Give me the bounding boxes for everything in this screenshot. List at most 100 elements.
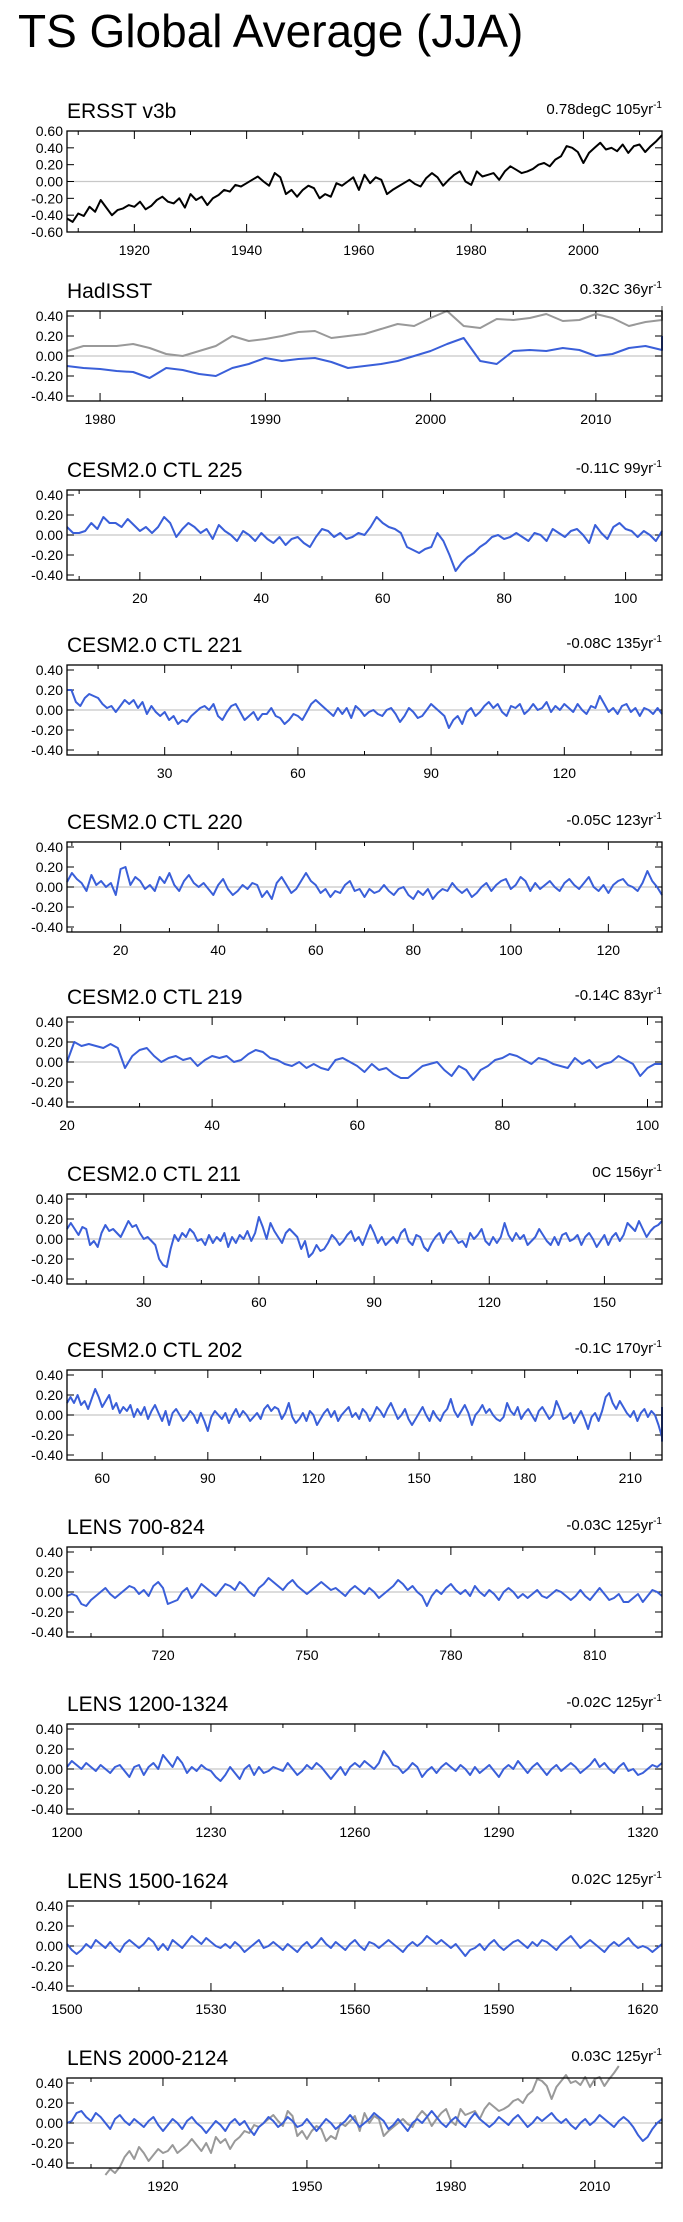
y-tick-label: -0.40 (31, 1624, 63, 1640)
y-tick-label: 0.60 (36, 123, 63, 139)
y-tick-label: 0.40 (36, 662, 63, 678)
series-line (66, 134, 663, 223)
panel-trend-note: -0.14C 83yr-1 (575, 986, 663, 1004)
y-tick-label: -0.20 (31, 1604, 63, 1620)
y-tick-label: 0.00 (36, 879, 63, 895)
x-tick-label: 1980 (84, 411, 115, 427)
y-tick-label: -0.40 (31, 1801, 63, 1817)
panel-trend-unit-sup: -1 (653, 1163, 662, 1174)
x-tick-label: 60 (308, 942, 324, 958)
plot-frame (66, 841, 663, 933)
y-tick-label: 0.20 (36, 1387, 63, 1403)
x-tick-label: 1960 (343, 242, 374, 258)
y-tick-label: 0.20 (36, 1564, 63, 1580)
panel-trend-note: 0.32C 36yr-1 (580, 280, 663, 298)
panel-title: ERSST v3b (67, 100, 176, 123)
panel-trend-unit-sup: -1 (653, 986, 662, 997)
y-tick-label: -0.40 (31, 2155, 63, 2171)
x-tick-label: 30 (136, 1294, 152, 1310)
panel-trend-note: 0C 156yr-1 (592, 1163, 662, 1181)
series-line (104, 2065, 620, 2176)
panel-trend-unit-sup: -1 (653, 1516, 662, 1527)
panel-title: CESM2.0 CTL 202 (67, 1339, 242, 1362)
y-tick-label: -0.20 (31, 1958, 63, 1974)
x-tick-label: 20 (59, 1117, 75, 1133)
x-tick-label: 1560 (339, 2001, 370, 2017)
x-tick-label: 750 (295, 1647, 319, 1663)
x-tick-label: 20 (132, 590, 148, 606)
x-tick-label: 120 (553, 765, 577, 781)
x-tick-label: 90 (423, 765, 439, 781)
panel-title: LENS 700-824 (67, 1516, 205, 1539)
plot-frame (66, 1900, 663, 1992)
x-tick-label: 810 (583, 1647, 607, 1663)
panel-trend-note: 0.03C 125yr-1 (571, 2047, 662, 2065)
x-tick-label: 2010 (580, 411, 611, 427)
y-tick-label: -0.20 (31, 547, 63, 563)
y-tick-label: 0.20 (36, 1918, 63, 1934)
x-tick-label: 20 (113, 942, 129, 958)
y-tick-label: 0.40 (36, 1191, 63, 1207)
plot-frame (66, 1723, 663, 1815)
x-tick-label: 1990 (250, 411, 281, 427)
series-line (66, 1577, 663, 1607)
y-tick-label: 0.40 (36, 839, 63, 855)
y-tick-label: -0.20 (31, 899, 63, 915)
y-tick-label: -0.20 (31, 722, 63, 738)
panel-trend-unit-sup: -1 (653, 1870, 662, 1881)
y-tick-label: 0.00 (36, 702, 63, 718)
x-tick-label: 1530 (195, 2001, 226, 2017)
x-tick-label: 40 (253, 590, 269, 606)
panel-trend-note: -0.11C 99yr-1 (576, 459, 663, 477)
y-tick-label: 0.00 (36, 1054, 63, 1070)
x-tick-label: 40 (210, 942, 226, 958)
x-tick-label: 120 (478, 1294, 502, 1310)
y-tick-label: -0.20 (31, 1781, 63, 1797)
x-tick-label: 1230 (195, 1824, 226, 1840)
panel-trend-note: -0.1C 170yr-1 (575, 1339, 663, 1357)
panel-title: LENS 1200-1324 (67, 1693, 228, 1716)
y-tick-label: 0.20 (36, 859, 63, 875)
y-tick-label: 0.00 (36, 1407, 63, 1423)
y-tick-label: -0.20 (31, 1427, 63, 1443)
x-tick-label: 1260 (339, 1824, 370, 1840)
x-tick-label: 80 (495, 1117, 511, 1133)
y-tick-label: 0.00 (36, 1761, 63, 1777)
x-tick-label: 2000 (415, 411, 446, 427)
panel-trend-unit-sup: -1 (653, 1693, 662, 1704)
x-tick-label: 1920 (147, 2178, 178, 2194)
y-tick-label: 0.20 (36, 507, 63, 523)
panel-trend-note: -0.05C 123yr-1 (566, 811, 662, 829)
x-tick-label: 120 (597, 942, 621, 958)
y-tick-label: 0.20 (36, 682, 63, 698)
panel-trend-unit-sup: -1 (653, 1339, 662, 1350)
series-line (66, 1935, 663, 1957)
y-tick-label: -0.40 (31, 1094, 63, 1110)
y-tick-label: 0.20 (36, 328, 63, 344)
x-tick-label: 150 (593, 1294, 617, 1310)
panel-title: CESM2.0 CTL 225 (67, 459, 242, 482)
panel-trend-note: 0.78degC 105yr-1 (546, 100, 662, 118)
panel-title: LENS 1500-1624 (67, 1870, 228, 1893)
page-title: TS Global Average (JJA) (18, 5, 524, 57)
panel-title: CESM2.0 CTL 221 (67, 634, 242, 657)
y-tick-label: 0.20 (36, 157, 63, 173)
x-tick-label: 1920 (119, 242, 150, 258)
y-tick-label: 0.00 (36, 527, 63, 543)
series-line (66, 1388, 663, 1442)
x-tick-label: 80 (496, 590, 512, 606)
panel-trend-unit-sup: -1 (653, 2047, 662, 2058)
plot-frame (66, 1016, 663, 1108)
y-tick-label: -0.20 (31, 368, 63, 384)
x-tick-label: 60 (251, 1294, 267, 1310)
y-tick-label: 0.40 (36, 1544, 63, 1560)
x-tick-label: 60 (94, 1470, 110, 1486)
x-tick-label: 1950 (291, 2178, 322, 2194)
series-line (66, 516, 663, 572)
series-line (66, 336, 663, 379)
y-tick-label: -0.40 (31, 388, 63, 404)
x-tick-label: 90 (366, 1294, 382, 1310)
panel-trend-note: -0.08C 135yr-1 (566, 634, 662, 652)
panel-trend-note: -0.02C 125yr-1 (566, 1693, 662, 1711)
x-tick-label: 150 (407, 1470, 431, 1486)
